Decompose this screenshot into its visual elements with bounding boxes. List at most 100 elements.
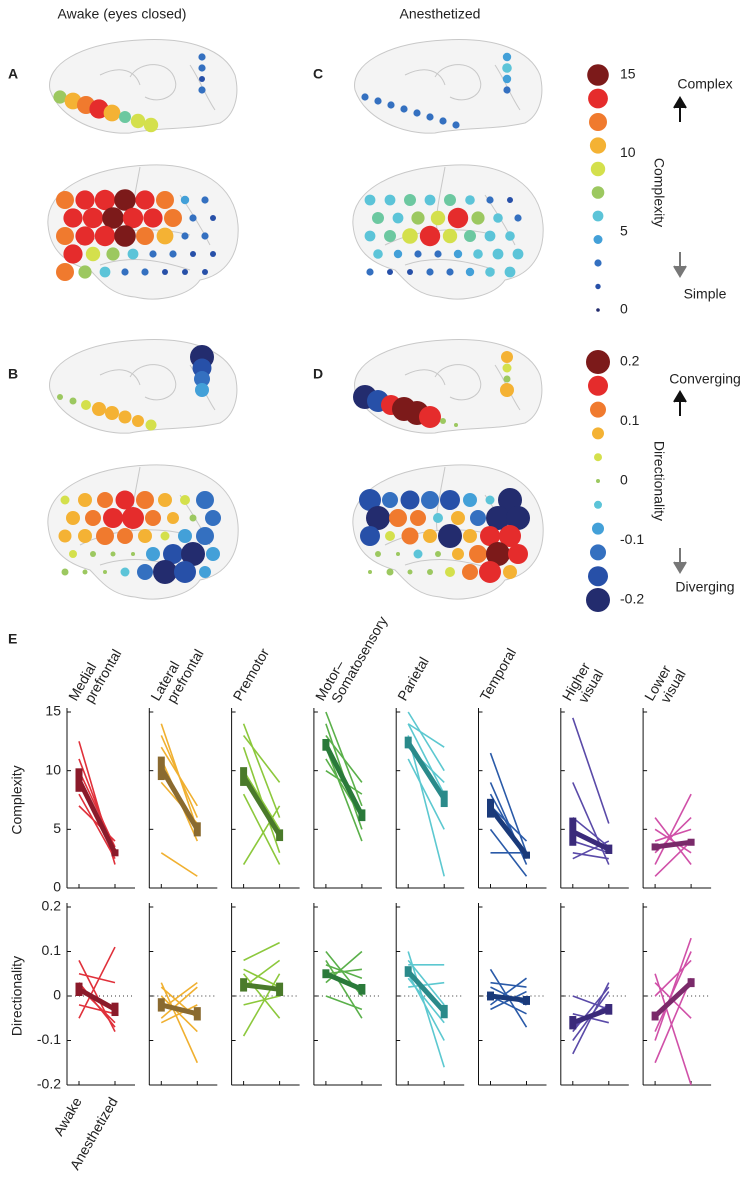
electrode [199, 76, 205, 82]
electrode-line [242, 973, 281, 1019]
electrode [97, 492, 113, 508]
error-bar [605, 1004, 613, 1015]
y-tick-label: 0.2 [42, 898, 62, 914]
electrode [85, 246, 101, 262]
electrode [75, 226, 95, 246]
electrode [56, 227, 74, 245]
electrode [503, 86, 511, 94]
electrode [201, 232, 209, 240]
legend-dot [586, 588, 610, 612]
electrode [386, 568, 394, 576]
electrode [502, 52, 512, 62]
electrode [389, 509, 407, 527]
electrode-line [242, 723, 281, 818]
electrode [374, 97, 382, 105]
error-bar [322, 738, 330, 751]
electrode [199, 566, 211, 578]
electrode [90, 551, 96, 557]
mean-line [76, 778, 118, 854]
electrode [400, 105, 408, 113]
electrode [402, 228, 418, 244]
electrode [205, 510, 221, 526]
electrode [501, 351, 513, 363]
error-bar [75, 768, 83, 792]
electrode [105, 406, 119, 420]
electrode-line [243, 995, 280, 1006]
electrode-line [242, 805, 281, 865]
electrode [484, 230, 496, 242]
electrode-line [489, 805, 528, 842]
electrode [69, 550, 77, 558]
error-bar [111, 1002, 119, 1017]
electrode [384, 194, 396, 206]
electrode [462, 564, 478, 580]
electrode [169, 250, 177, 258]
legend-dot [593, 235, 603, 244]
electrode [508, 544, 528, 564]
x-tick-label: Awake [50, 1094, 85, 1138]
electrode-line [654, 959, 692, 997]
electrode-line [654, 973, 692, 1086]
y-tick-label: -0.1 [37, 1031, 61, 1047]
electrode [103, 104, 121, 122]
error-bar [687, 978, 695, 988]
electrode [411, 211, 425, 225]
electrode [141, 268, 149, 276]
mean-line [571, 1007, 610, 1026]
electrode-line [407, 758, 445, 830]
electrode [486, 506, 510, 530]
electrode [499, 525, 521, 547]
electrode-line [243, 968, 280, 988]
arrow-label: Converging [669, 371, 741, 387]
electrode [452, 121, 460, 129]
electrode [132, 415, 144, 427]
electrode [206, 547, 220, 561]
electrode [426, 113, 434, 121]
electrode [473, 249, 483, 259]
electrode [492, 248, 504, 260]
electrode-line [654, 817, 692, 866]
electrode [137, 564, 153, 580]
electrode [465, 267, 475, 277]
error-bar [193, 822, 201, 837]
arrow-down [673, 252, 687, 278]
electrode-line [407, 959, 445, 1006]
electrode-line [407, 951, 445, 1068]
error-bar [569, 1016, 577, 1030]
electrode [130, 113, 146, 129]
electrode [445, 567, 455, 577]
electrode [360, 526, 380, 546]
error-bar [523, 851, 530, 859]
electrode [407, 269, 413, 275]
electrode [181, 232, 189, 240]
electrode [469, 545, 487, 563]
arrow-label: Complex [677, 76, 732, 92]
error-bar [240, 767, 248, 786]
arrow-label: Diverging [675, 579, 734, 595]
mean-line [653, 980, 693, 1018]
electrode-line [325, 959, 363, 1019]
legend-dot [591, 186, 605, 199]
electrode [454, 423, 458, 427]
electrode [194, 371, 210, 387]
electrode [504, 266, 516, 278]
electrode [470, 510, 486, 526]
legend-tick-label: 0.2 [620, 353, 640, 369]
error-bar [487, 798, 494, 818]
electrode [442, 228, 458, 244]
arrow-up [673, 96, 687, 122]
region-name: Premotor [230, 645, 273, 703]
electrode [413, 549, 423, 559]
legend-dot [590, 401, 606, 418]
electrode [435, 551, 441, 557]
electrode [99, 266, 111, 278]
electrode [122, 507, 144, 529]
electrode [146, 547, 160, 561]
electrode [382, 492, 398, 508]
electrode [507, 197, 513, 203]
y-axis-label: Directionality [9, 956, 25, 1036]
electrode-line [242, 770, 281, 830]
electrode [385, 531, 395, 541]
arrow-label: Simple [684, 286, 727, 302]
electrode [145, 510, 161, 526]
